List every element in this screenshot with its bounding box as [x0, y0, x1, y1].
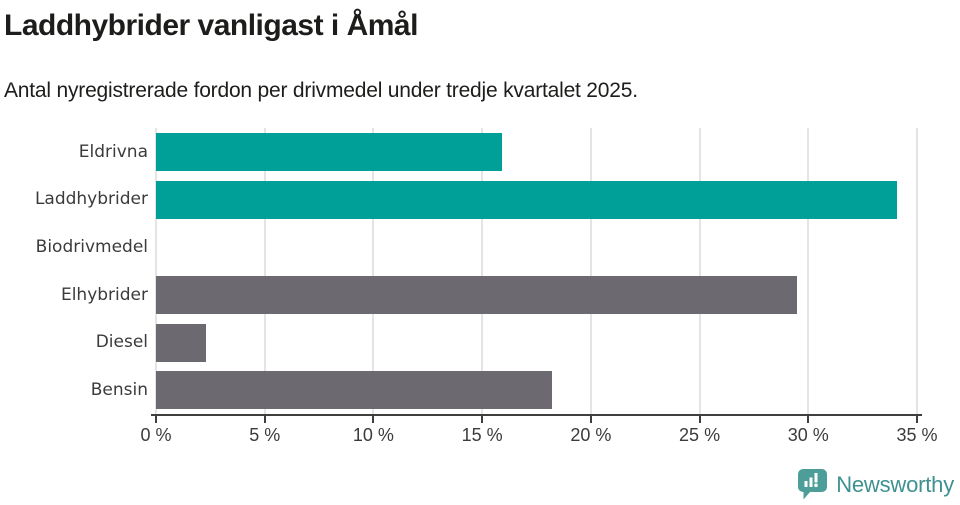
axis-tick: [481, 414, 484, 423]
axis-tick: [916, 414, 918, 423]
gridline: [372, 128, 375, 414]
x-tick-label: 25 %: [679, 425, 721, 445]
chart-title: Laddhybrider vanligast i Åmål: [4, 9, 418, 42]
category-label-diesel: Diesel: [95, 332, 148, 353]
x-tick-label: 5 %: [249, 425, 281, 445]
bar-chart-plot-area: 0 % 5 % 10 % 15 % 20 % 25 % 30 % 35 %: [140, 128, 938, 445]
axis-tick: [589, 414, 592, 423]
bar-eldrivna: [156, 132, 502, 171]
newsworthy-logo-icon: [798, 469, 828, 500]
bar-bensin: [156, 371, 552, 410]
axis-tick: [698, 414, 701, 423]
axis-tick: [807, 414, 810, 423]
chart-subtitle: Antal nyregistrerade fordon per drivmede…: [4, 79, 638, 102]
x-axis-line: [151, 414, 922, 416]
category-label-eldrivna: Eldrivna: [78, 141, 148, 162]
bar-diesel: [156, 323, 206, 362]
category-label-bensin: Bensin: [90, 380, 148, 401]
x-tick-label: 35 %: [896, 425, 938, 445]
x-tick-label: 20 %: [570, 425, 612, 445]
gridline: [807, 128, 810, 414]
gridline: [916, 128, 918, 414]
x-tick-label: 10 %: [352, 425, 394, 445]
category-label-elhybrider: Elhybrider: [60, 284, 148, 305]
gridline: [155, 128, 157, 414]
axis-tick: [263, 414, 266, 423]
bar-laddhybrider: [156, 180, 898, 219]
brand-footer: Newsworthy: [797, 468, 954, 501]
bar-elhybrider: [156, 275, 798, 314]
gridline: [481, 128, 484, 414]
category-label-biodrivmedel: Biodrivmedel: [35, 237, 148, 258]
category-axis-labels: Eldrivna Laddhybrider Biodrivmedel Elhybrid…: [0, 128, 148, 414]
gridline: [589, 128, 592, 414]
gridline: [698, 128, 701, 414]
brand-label: Newsworthy: [836, 471, 954, 497]
gridline: [263, 128, 266, 414]
category-label-laddhybrider: Laddhybrider: [34, 189, 148, 210]
x-tick-label: 30 %: [787, 425, 829, 445]
x-tick-label: 15 %: [461, 425, 503, 445]
axis-tick: [372, 414, 375, 423]
axis-tick: [155, 414, 157, 423]
x-tick-label: 0 %: [140, 425, 172, 445]
